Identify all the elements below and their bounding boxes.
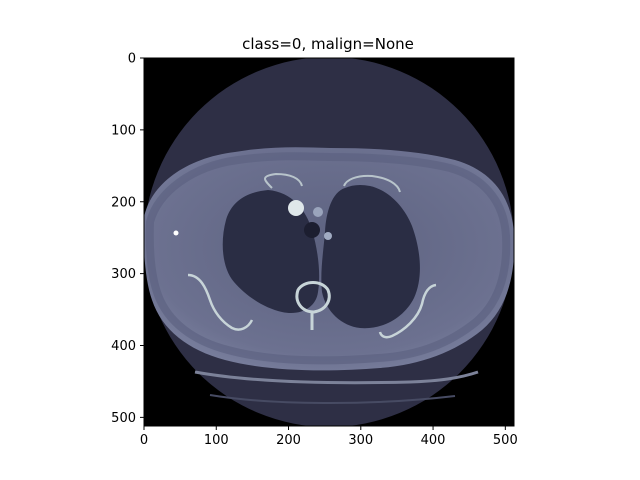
brachiocephalic-vessel xyxy=(313,207,323,217)
left-lung xyxy=(222,190,320,314)
x-axis: 0 100 200 300 400 500 xyxy=(140,426,518,448)
y-tick-label: 300 xyxy=(111,267,136,282)
y-tick-label: 100 xyxy=(111,123,136,138)
left-rib xyxy=(187,273,254,331)
x-tick-label: 300 xyxy=(348,433,373,448)
x-tick-label: 400 xyxy=(421,433,446,448)
bright-artifact xyxy=(173,230,179,236)
x-tick-label: 500 xyxy=(493,433,518,448)
upper-left-rib xyxy=(264,172,303,189)
upper-right-rib xyxy=(343,174,401,193)
trachea xyxy=(304,222,320,238)
plot-frame xyxy=(143,57,515,427)
aortic-arch xyxy=(288,200,304,216)
y-tick-label: 400 xyxy=(111,339,136,354)
y-tick-label: 200 xyxy=(111,195,136,210)
right-rib xyxy=(378,283,437,339)
right-lung xyxy=(321,184,420,329)
carotid-vessel xyxy=(324,232,332,240)
x-tick-label: 0 xyxy=(140,433,148,448)
chart-title: class=0, malign=None xyxy=(242,35,414,53)
vertebra xyxy=(295,281,331,330)
y-tick-label: 500 xyxy=(111,411,136,426)
scanner-table xyxy=(194,370,479,385)
x-tick-label: 200 xyxy=(276,433,301,448)
x-tick-label: 100 xyxy=(204,433,229,448)
ct-image xyxy=(144,58,514,426)
scanner-table-base xyxy=(209,394,456,404)
y-tick-label: 0 xyxy=(128,52,136,67)
skin-fat-layer xyxy=(145,152,511,365)
y-axis: 0 100 200 300 400 500 xyxy=(111,52,144,426)
